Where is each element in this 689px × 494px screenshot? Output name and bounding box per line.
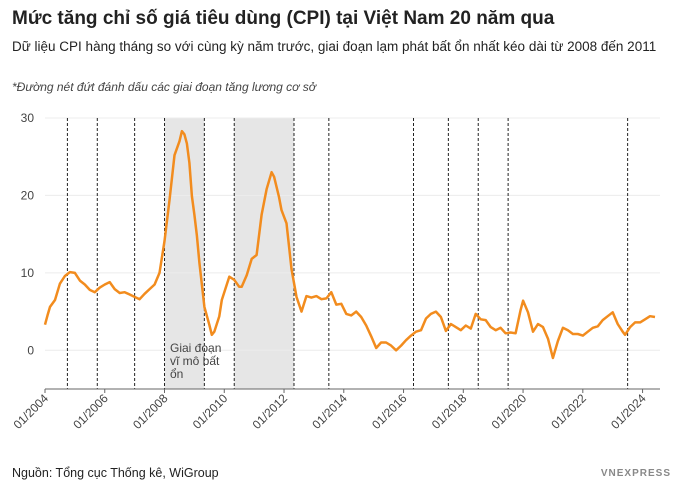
annotation: ổn [170, 367, 183, 381]
brand-logo: VNEXPRESS [600, 468, 671, 479]
x-tick-label: 01/2004 [11, 391, 52, 432]
y-tick-label: 20 [21, 188, 35, 202]
source: Nguồn: Tổng cục Thống kê, WiGroup [12, 466, 219, 480]
annotation: vĩ mô bất [170, 354, 220, 368]
x-tick-label: 01/2018 [429, 391, 470, 432]
title: Mức tăng chỉ số giá tiêu dùng (CPI) tại … [12, 8, 555, 29]
x-tick-label: 01/2010 [190, 391, 231, 432]
cpi-line [43, 129, 656, 360]
y-tick-label: 0 [27, 343, 34, 357]
y-tick-label: 30 [21, 111, 35, 125]
x-tick-label: 01/2006 [70, 391, 111, 432]
shaded-period [234, 118, 294, 389]
annotation: Giai đoạn [170, 341, 221, 355]
subtitle: Dữ liệu CPI hàng tháng so với cùng kỳ nă… [12, 39, 657, 54]
x-tick-label: 01/2016 [369, 391, 410, 432]
x-tick-label: 01/2020 [489, 391, 530, 432]
x-tick-label: 01/2014 [309, 391, 350, 432]
x-tick-label: 01/2008 [130, 391, 171, 432]
note: *Đường nét đứt đánh dấu các giai đoạn tă… [12, 80, 317, 94]
x-tick-label: 01/2022 [548, 391, 589, 432]
y-tick-label: 10 [21, 266, 35, 280]
x-tick-label: 01/2024 [608, 391, 649, 432]
x-tick-label: 01/2012 [250, 391, 291, 432]
